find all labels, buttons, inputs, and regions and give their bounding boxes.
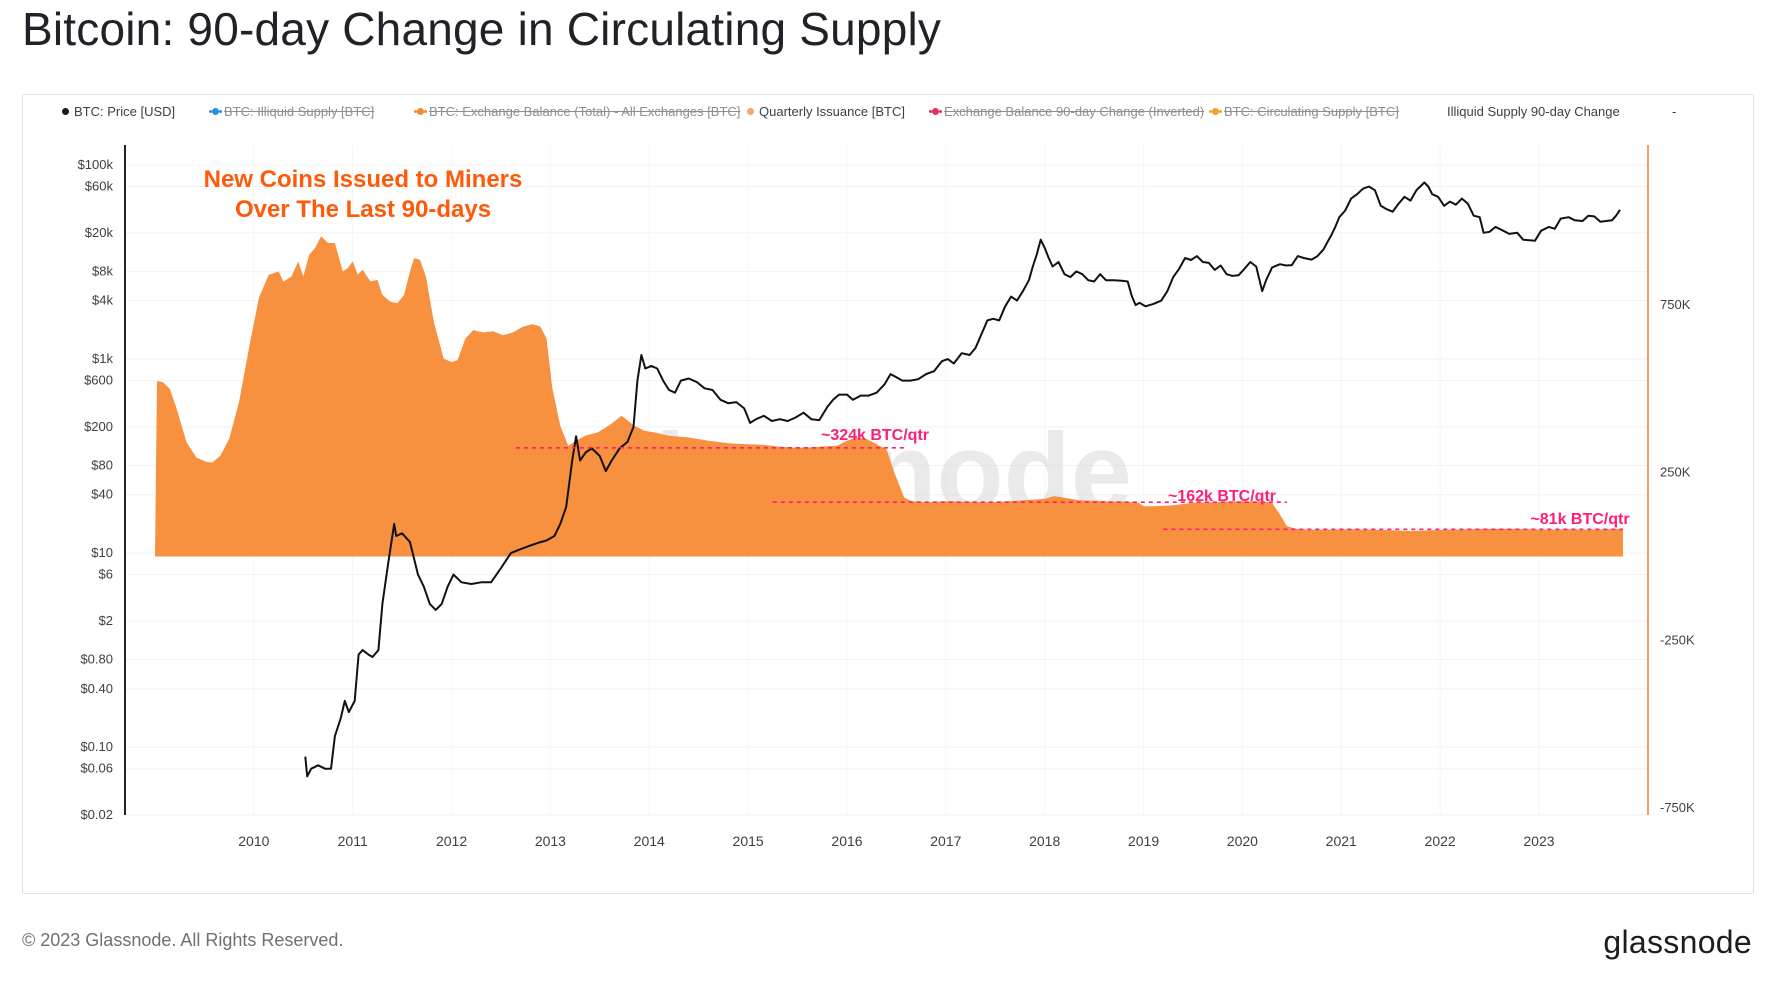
legend-label: Exchange Balance 90-day Change (Inverted… bbox=[944, 104, 1205, 119]
y-right-tick-label: 250K bbox=[1660, 465, 1691, 480]
legend-item-3[interactable]: Quarterly Issuance [BTC] bbox=[747, 104, 905, 119]
x-tick-label: 2018 bbox=[1029, 833, 1060, 849]
legend-item-0[interactable]: BTC: Price [USD] bbox=[62, 104, 175, 119]
y-left-tick-label: $0.80 bbox=[80, 652, 113, 667]
legend-label: BTC: Exchange Balance (Total) - All Exch… bbox=[429, 104, 741, 119]
y-left-tick-label: $600 bbox=[84, 373, 113, 388]
x-tick-label: 2020 bbox=[1227, 833, 1258, 849]
page-title: Bitcoin: 90-day Change in Circulating Su… bbox=[22, 3, 942, 55]
y-left-tick-label: $0.10 bbox=[80, 739, 113, 754]
x-tick-label: 2021 bbox=[1326, 833, 1357, 849]
y-right-tick-label: 750K bbox=[1660, 297, 1691, 312]
chart-legend: BTC: Price [USD] BTC: Illiquid Supply [BT… bbox=[62, 98, 1676, 126]
x-tick-label: 2010 bbox=[238, 833, 269, 849]
y-left-tick-label: $40 bbox=[91, 487, 113, 502]
y-left-tick-label: $1k bbox=[92, 351, 113, 366]
legend-item-6[interactable]: Illiquid Supply 90-day Change bbox=[1447, 104, 1620, 119]
y-right-tick-label: -250K bbox=[1660, 632, 1695, 647]
x-tick-label: 2017 bbox=[930, 833, 961, 849]
legend-item-7[interactable]: - bbox=[1672, 104, 1676, 119]
y-left-tick-label: $60k bbox=[85, 179, 114, 194]
legend-swatch bbox=[1212, 108, 1219, 115]
legend-item-4[interactable]: Exchange Balance 90-day Change (Inverted… bbox=[932, 104, 1204, 119]
legend-label: Quarterly Issuance [BTC] bbox=[759, 104, 905, 119]
x-tick-label: 2015 bbox=[733, 833, 764, 849]
y-right-tick-label: -750K bbox=[1660, 800, 1695, 815]
legend-swatch bbox=[212, 108, 219, 115]
y-left-tick-label: $0.40 bbox=[80, 681, 113, 696]
level-label: ~162k BTC/qtr bbox=[1168, 488, 1276, 505]
x-tick-label: 2019 bbox=[1128, 833, 1159, 849]
x-tick-label: 2016 bbox=[831, 833, 862, 849]
headline-annotation: Over The Last 90-days bbox=[235, 196, 491, 223]
y-left-tick-label: $100k bbox=[78, 157, 114, 172]
legend-label: BTC: Price [USD] bbox=[74, 104, 176, 119]
legend-item-1[interactable]: BTC: Illiquid Supply [BTC] bbox=[212, 104, 374, 119]
y-left-tick-label: $6 bbox=[99, 567, 113, 582]
brand-logo: glassnode bbox=[1603, 924, 1752, 960]
legend-item-2[interactable]: BTC: Exchange Balance (Total) - All Exch… bbox=[417, 104, 740, 119]
legend-label: BTC: Circulating Supply [BTC] bbox=[1224, 104, 1399, 119]
legend-label: - bbox=[1672, 104, 1677, 119]
x-tick-label: 2023 bbox=[1523, 833, 1554, 849]
y-left-tick-label: $8k bbox=[92, 263, 113, 278]
x-tick-label: 2013 bbox=[535, 833, 566, 849]
y-left-tick-label: $4k bbox=[92, 293, 113, 308]
y-left-tick-label: $200 bbox=[84, 419, 113, 434]
x-tick-label: 2014 bbox=[634, 833, 665, 849]
legend-label: Illiquid Supply 90-day Change bbox=[1447, 104, 1620, 119]
level-label: ~81k BTC/qtr bbox=[1530, 511, 1629, 528]
level-label: ~324k BTC/qtr bbox=[821, 427, 929, 444]
y-left-tick-label: $2 bbox=[99, 613, 113, 628]
legend-label: BTC: Illiquid Supply [BTC] bbox=[224, 104, 375, 119]
x-tick-label: 2011 bbox=[338, 833, 368, 849]
price-line bbox=[304, 181, 1621, 778]
copyright-text: © 2023 Glassnode. All Rights Reserved. bbox=[22, 930, 344, 950]
y-left-tick-label: $0.02 bbox=[80, 807, 113, 822]
issuance-area bbox=[155, 236, 1623, 557]
legend-swatch bbox=[417, 108, 424, 115]
y-left-tick-label: $10 bbox=[91, 545, 113, 560]
x-tick-label: 2022 bbox=[1425, 833, 1456, 849]
legend-item-5[interactable]: BTC: Circulating Supply [BTC] bbox=[1212, 104, 1399, 119]
y-left-tick-label: $0.06 bbox=[80, 761, 113, 776]
y-left-tick-label: $20k bbox=[85, 225, 114, 240]
y-left-tick-label: $80 bbox=[91, 457, 113, 472]
legend-swatch bbox=[747, 108, 754, 115]
legend-swatch bbox=[932, 108, 939, 115]
x-tick-label: 2012 bbox=[436, 833, 467, 849]
legend-swatch bbox=[62, 108, 69, 115]
headline-annotation: New Coins Issued to Miners bbox=[204, 166, 523, 193]
